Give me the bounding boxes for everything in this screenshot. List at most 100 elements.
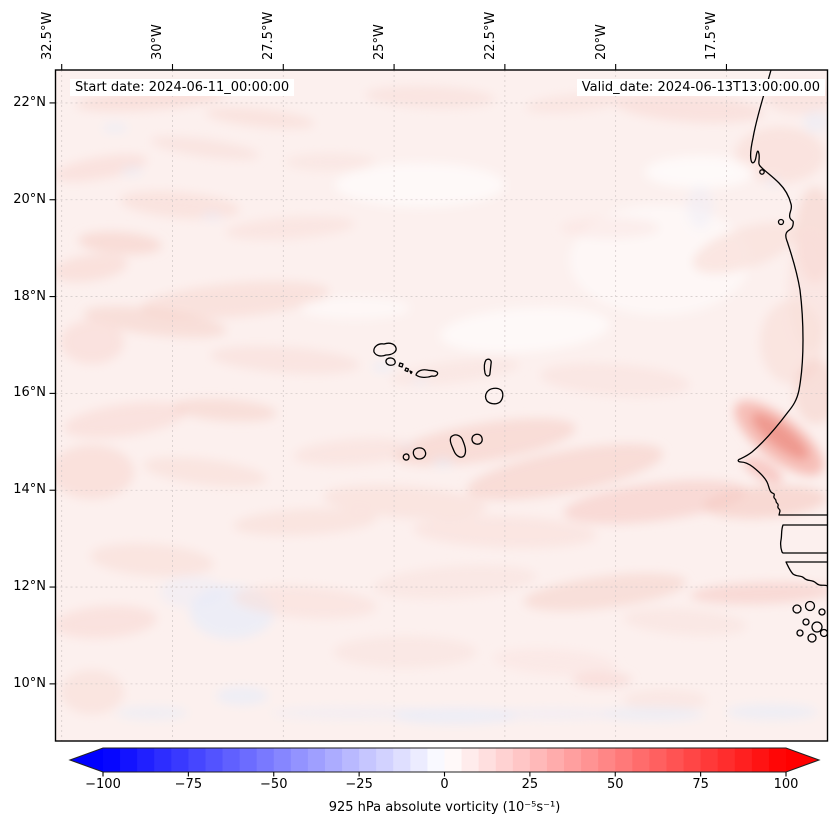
valid-date-label: Valid_date: 2024-06-13T13:00:00.00	[576, 79, 825, 96]
colorbar-tick-label: 0	[440, 777, 449, 792]
colorbar-segment	[512, 748, 531, 772]
lon-tick-label: 22.5°W	[482, 11, 498, 60]
vorticity-contour-blob	[210, 346, 360, 374]
bijagos-island	[811, 621, 823, 633]
colorbar-segment	[478, 748, 497, 772]
vorticity-contour-blob	[201, 211, 223, 221]
colorbar-segment	[171, 748, 189, 772]
vorticity-contour-blob	[794, 360, 828, 424]
vorticity-contour-blob	[233, 585, 377, 619]
colorbar-label: 925 hPa absolute vorticity (10⁻⁵s⁻¹)	[328, 800, 561, 815]
colorbar-segment	[444, 748, 463, 772]
colorbar-segment	[137, 748, 155, 772]
vorticity-contour-blob	[466, 443, 664, 501]
colorbar-segment	[632, 748, 650, 772]
colorbar-segment	[256, 748, 275, 772]
vorticity-contour-blob	[600, 707, 704, 721]
cape-verde-island	[483, 358, 492, 377]
vorticity-contour-blob	[735, 127, 825, 183]
colorbar-segment	[103, 748, 121, 772]
vorticity-contour-blob	[285, 153, 375, 171]
colorbar-segment	[546, 748, 565, 772]
lon-tick-label: 32.5°W	[39, 11, 55, 60]
colorbar-segment	[410, 748, 429, 772]
vorticity-contour-blob	[55, 254, 128, 282]
cape-verde-island	[404, 367, 410, 373]
colorbar-tick-label: 100	[773, 777, 799, 792]
lat-tick-label: 12°N	[13, 579, 46, 595]
colorbar-segment	[376, 748, 394, 772]
vorticity-contour-blob	[270, 706, 434, 720]
vorticity-contour-blob	[743, 456, 783, 484]
lat-tick-label: 14°N	[13, 482, 46, 498]
colorbar-segment	[222, 748, 241, 772]
vorticity-contour-blob	[293, 438, 417, 466]
vorticity-contour-blob	[615, 93, 765, 123]
bijagos-island	[792, 604, 802, 614]
vorticity-contour-blob	[394, 418, 576, 466]
vorticity-contour-blob	[645, 156, 755, 188]
vorticity-contour-blob	[523, 573, 687, 611]
colorbar-segment	[666, 748, 685, 772]
cape-verde-island	[409, 370, 413, 375]
vorticity-contour-blob	[803, 111, 828, 133]
colorbar-segment	[359, 748, 377, 772]
bijagos-island	[818, 608, 826, 616]
colorbar-segment	[307, 748, 326, 772]
colorbar-segment	[700, 748, 719, 772]
vorticity-contour-blob	[490, 708, 614, 720]
vorticity-contour-blob	[160, 576, 224, 608]
vorticity-contour-blob	[703, 485, 827, 519]
lat-tick-label: 10°N	[13, 675, 46, 691]
colorbar-segment	[768, 748, 787, 772]
axis-ticks	[49, 64, 728, 685]
vorticity-contour-blob	[55, 445, 134, 499]
colorbar-segment	[120, 748, 138, 772]
vorticity-contour-blob	[525, 93, 625, 113]
vorticity-contour-blob	[60, 670, 124, 714]
start-date-label: Start date: 2024-06-11_00:00:00	[70, 79, 295, 96]
vorticity-contour-blob	[440, 307, 610, 353]
lon-tick-label: 27.5°W	[261, 11, 277, 60]
islet	[777, 218, 785, 226]
colorbar-under-arrow	[70, 748, 103, 772]
lat-tick-label: 18°N	[13, 288, 46, 304]
colorbar-segment	[290, 748, 309, 772]
vorticity-contour-blob	[55, 605, 157, 639]
coastlines	[373, 70, 828, 643]
vorticity-contour-blob	[116, 706, 188, 720]
vorticity-contour-blob	[150, 136, 260, 160]
vorticity-contour-blob	[373, 565, 537, 599]
colorbar-tick-label: 75	[692, 777, 709, 792]
colorbar-segment	[649, 748, 668, 772]
colorbar-over-arrow	[786, 748, 819, 772]
colorbar-segment	[324, 748, 343, 772]
vorticity-contour-blob	[216, 687, 268, 705]
colorbar-tick-label: −75	[174, 777, 203, 792]
vorticity-contour-blob	[102, 123, 128, 133]
cape-verde-island	[415, 369, 439, 379]
colorbar	[68, 747, 821, 777]
lon-tick-label: 30°W	[150, 24, 166, 60]
colorbar-tick-label: −100	[85, 777, 121, 792]
vorticity-contour-blob	[205, 107, 315, 129]
colorbar-segment	[427, 748, 446, 772]
colorbar-segment	[205, 748, 224, 772]
colorbar-segment	[188, 748, 207, 772]
cape-verde-island	[373, 342, 397, 357]
bijagos-island	[802, 618, 810, 626]
colorbar-segment	[342, 748, 360, 772]
vorticity-contour-blob	[433, 458, 453, 468]
colorbar-segment	[615, 748, 633, 772]
vorticity-contour-blob	[687, 185, 713, 229]
cape-verde-island	[385, 357, 396, 366]
vorticity-contour-blob	[140, 281, 330, 319]
vorticity-contour-blob	[233, 508, 377, 536]
vorticity-contour-blob	[560, 217, 660, 239]
vorticity-contour-blob	[335, 163, 505, 207]
cape-verde-island	[484, 387, 504, 405]
vorticity-contour-blob	[333, 636, 477, 668]
vorticity-contour-blob	[412, 377, 428, 385]
